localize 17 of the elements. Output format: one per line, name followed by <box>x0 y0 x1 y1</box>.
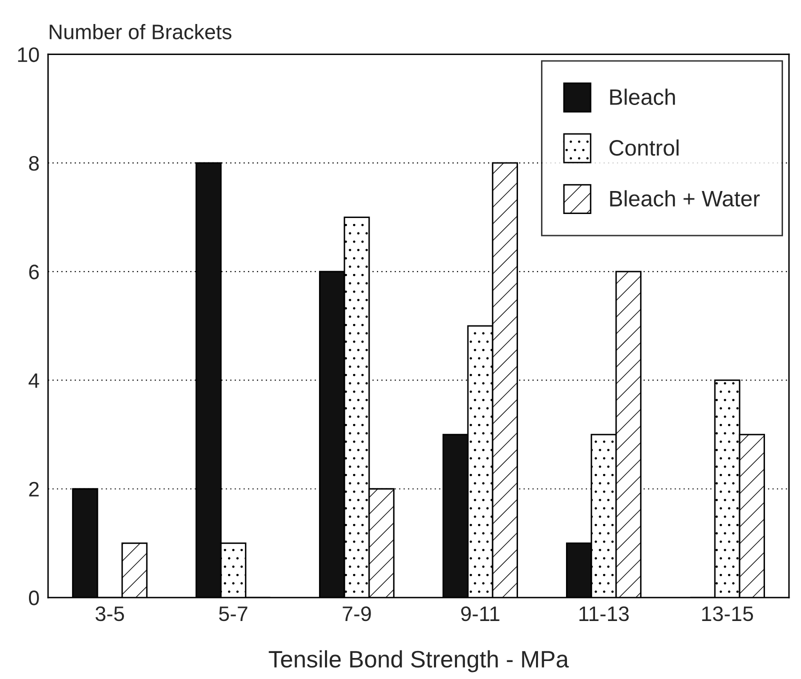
y-tick-label: 2 <box>29 482 39 496</box>
legend-label: Bleach + Water <box>610 190 760 207</box>
y-tick-label: 0 <box>28 590 39 606</box>
x-tick-label: 11-13 <box>579 606 629 622</box>
y-tick-label: 4 <box>28 373 40 388</box>
legend-label: Bleach <box>610 88 675 105</box>
x-tick-label: 9-11 <box>461 606 500 622</box>
x-tick-label: 7-9 <box>342 606 371 622</box>
y-tick-label: 6 <box>29 264 39 280</box>
legend-label: Control <box>610 139 679 156</box>
y-tick-label: 10 <box>18 47 39 62</box>
y-tick-label: 8 <box>29 156 39 171</box>
x-tick-label: 5-7 <box>219 606 248 622</box>
x-tick-label: 13-15 <box>702 606 754 622</box>
x-axis-title: Tensile Bond Strength - MPa <box>268 650 569 672</box>
x-tick-label: 3-5 <box>96 606 124 622</box>
y-axis-title: Number of Brackets <box>50 24 232 40</box>
